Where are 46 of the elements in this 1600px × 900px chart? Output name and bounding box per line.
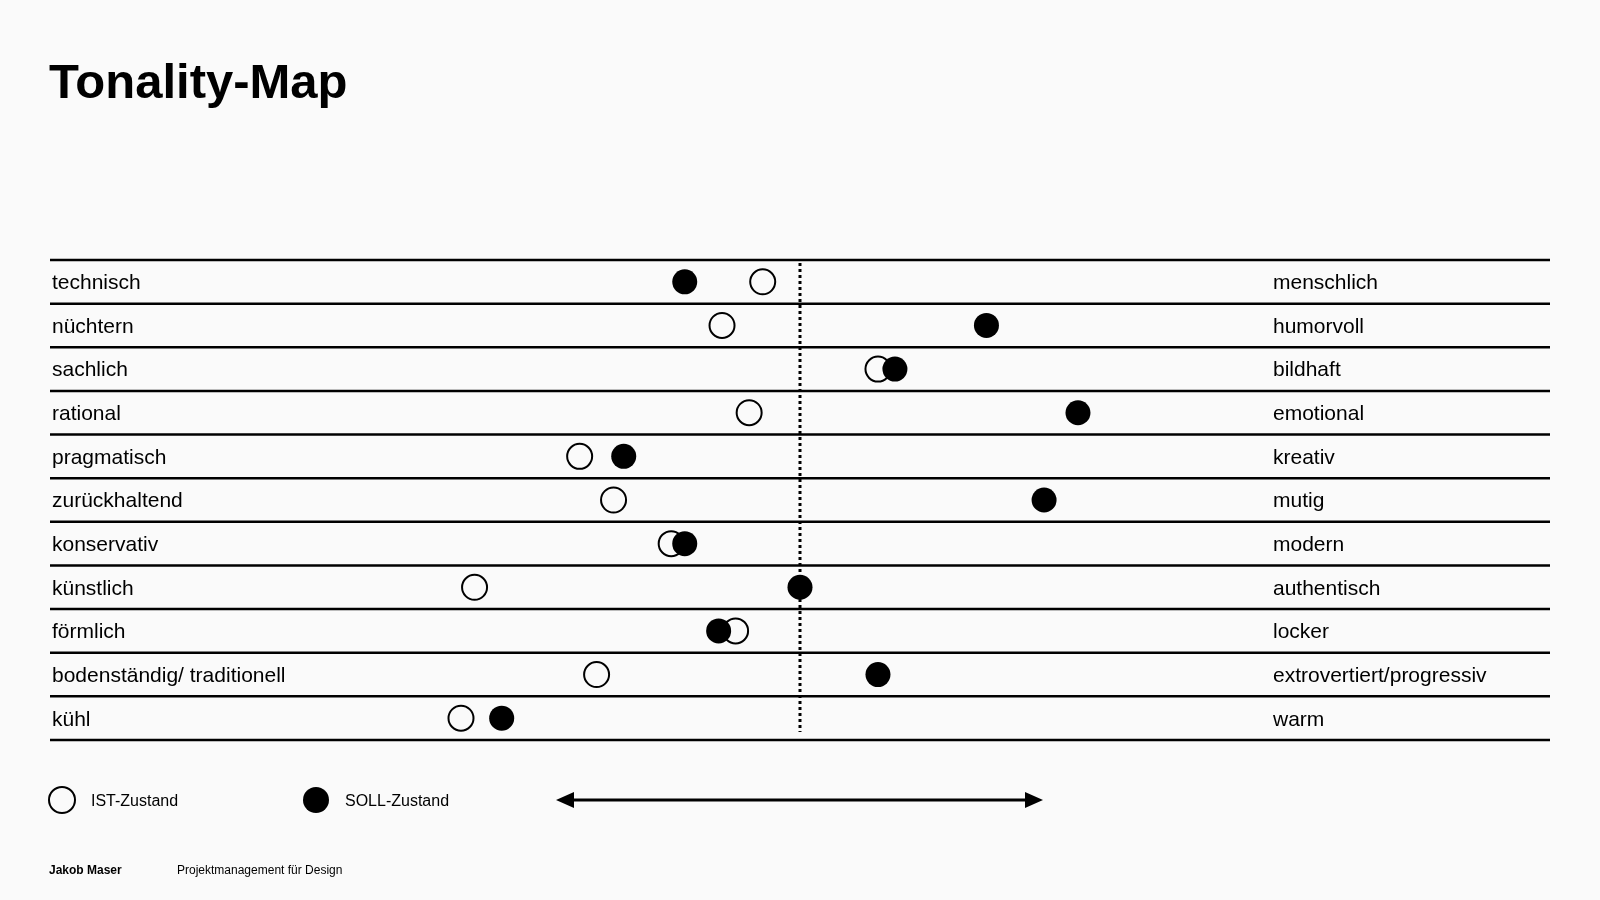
- point: [882, 356, 908, 382]
- y2-tick-label: mutig: [1273, 488, 1325, 512]
- point: [735, 399, 763, 427]
- text: Projektmanagement für Design: [177, 863, 343, 878]
- point: [672, 269, 698, 295]
- point: [787, 574, 813, 600]
- point: [1065, 400, 1091, 426]
- y2-tick-label: humorvoll: [1273, 313, 1365, 337]
- y-tick-label: bodenständig/ traditionell: [52, 662, 286, 686]
- point: [600, 486, 628, 514]
- point: [461, 573, 489, 601]
- y2-tick-label: locker: [1273, 619, 1330, 643]
- legend-label: SOLL-Zustand: [345, 791, 450, 809]
- y-tick-label: rational: [52, 401, 121, 425]
- y2-tick-label: kreativ: [1273, 444, 1336, 468]
- point: [706, 618, 732, 644]
- point: [672, 531, 698, 557]
- y2-tick-label: emotional: [1273, 401, 1365, 425]
- point: [447, 704, 475, 732]
- y-tick-label: sachlich: [52, 357, 128, 381]
- point: [749, 268, 777, 296]
- legend-label: IST-Zustand: [91, 791, 179, 809]
- point: [489, 705, 515, 731]
- text: Jakob Maser: [49, 863, 123, 878]
- y-tick-label: förmlich: [52, 619, 126, 643]
- point: [708, 311, 736, 339]
- y-tick-label: konservativ: [52, 531, 159, 555]
- y-tick-label: pragmatisch: [52, 444, 167, 468]
- point: [566, 442, 594, 470]
- point: [583, 661, 611, 689]
- point: [973, 312, 999, 338]
- y-tick-label: kühl: [52, 706, 91, 730]
- y2-tick-label: warm: [1272, 706, 1325, 730]
- y2-tick-label: menschlich: [1273, 270, 1379, 294]
- y-tick-label: künstlich: [52, 575, 134, 599]
- point: [1031, 487, 1057, 513]
- y-tick-label: zurückhaltend: [52, 488, 183, 512]
- y2-tick-label: bildhaft: [1273, 357, 1341, 381]
- chart-title: Tonality-Map: [49, 54, 348, 108]
- y-tick-label: nüchtern: [52, 313, 134, 337]
- point: [865, 662, 891, 688]
- point: [611, 443, 637, 469]
- y-tick-label: technisch: [52, 270, 141, 294]
- y2-tick-label: modern: [1273, 531, 1345, 555]
- y2-tick-label: authentisch: [1273, 575, 1381, 599]
- y2-tick-label: extrovertiert/progressiv: [1273, 662, 1488, 686]
